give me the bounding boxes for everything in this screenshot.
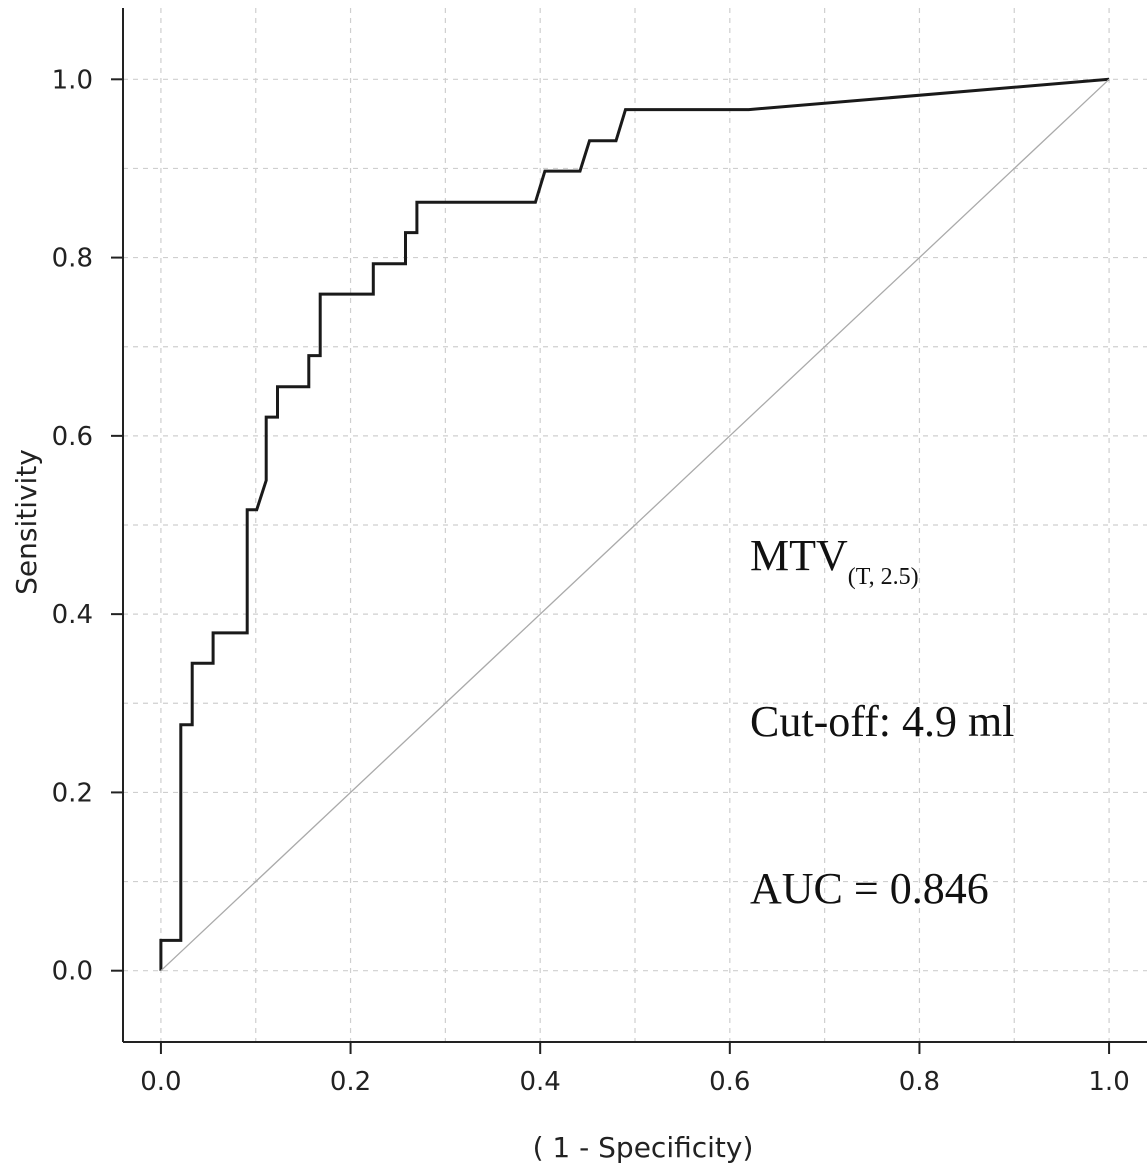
grid-layer [123, 8, 1147, 1042]
y-axis-title: Sensitivity [10, 449, 43, 595]
roc-curve-line [159, 77, 1110, 971]
x-tick-label: 0.4 [520, 1067, 561, 1097]
axis-layer: 0.0 0.2 0.4 0.6 0.8 1.0 0.0 0.2 0.4 0.6 0.8 1.0 [52, 8, 1147, 1097]
x-tick-label: 0.6 [709, 1067, 750, 1097]
y-tick-label: 0.6 [52, 422, 93, 452]
x-tick-label: 1.0 [1088, 1067, 1129, 1097]
x-axis-title: ( 1 - Specificity) [533, 1131, 754, 1164]
x-tick-label: 0.0 [140, 1067, 181, 1097]
y-tick-label: 0.8 [52, 244, 93, 274]
y-tick-label: 0.0 [52, 957, 93, 987]
annotation-auc: AUC = 0.846 [750, 864, 989, 913]
y-tick-label: 0.4 [52, 600, 93, 630]
x-tick-label: 0.8 [899, 1067, 940, 1097]
y-tick-label: 1.0 [52, 65, 93, 95]
reference-diagonal-line [160, 78, 1110, 972]
annotation-label-subscript: (T, 2.5) [848, 564, 919, 590]
annotation-cutoff: Cut-off: 4.9 ml [750, 697, 1014, 746]
y-tick-label: 0.2 [52, 778, 93, 808]
curve-layer [159, 77, 1110, 972]
annotation-label-main: MTV [750, 531, 848, 580]
annotation-label: MTV(T, 2.5) [750, 531, 919, 590]
annotation-layer: MTV(T, 2.5) Cut-off: 4.9 ml AUC = 0.846 [750, 531, 1014, 913]
x-tick-label: 0.2 [330, 1067, 371, 1097]
